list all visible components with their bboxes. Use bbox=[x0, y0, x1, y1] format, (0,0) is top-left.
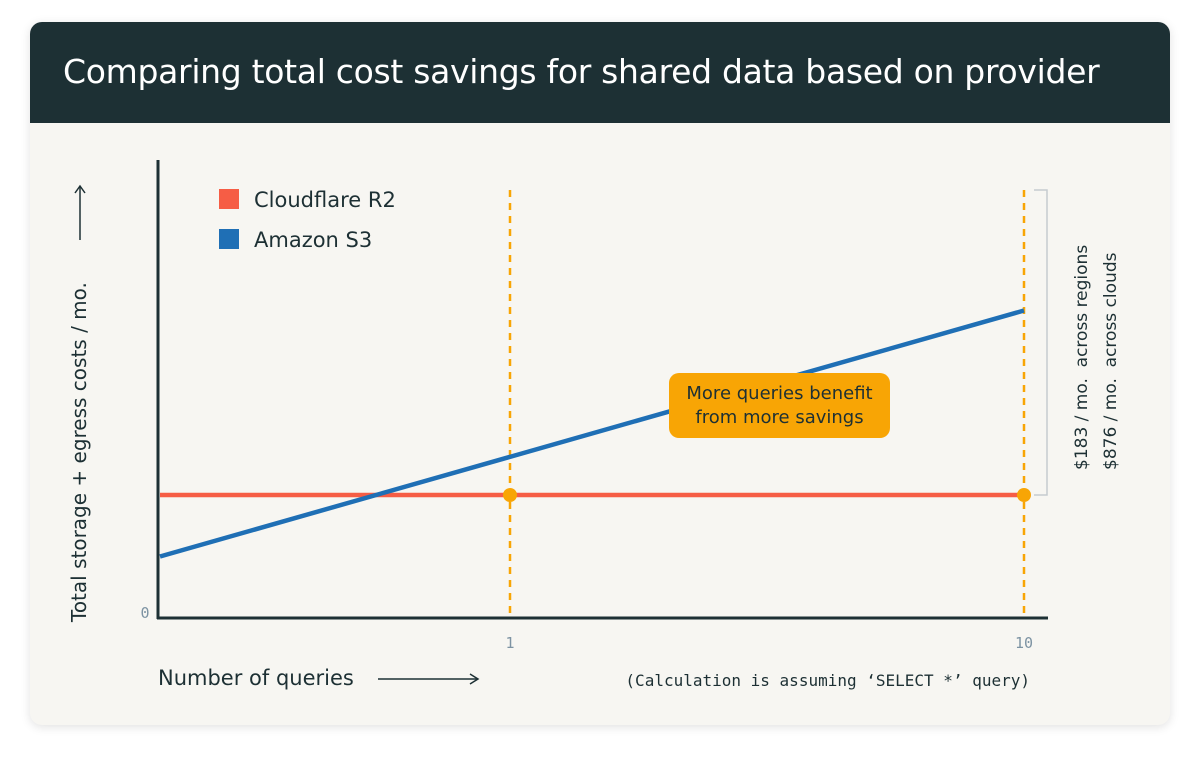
chart-title: Comparing total cost savings for shared … bbox=[63, 52, 1100, 91]
x-tick-10: 10 bbox=[1015, 634, 1033, 652]
legend-label-cloudflare-r2: Cloudflare R2 bbox=[254, 188, 396, 212]
legend-swatch-cloudflare-r2 bbox=[219, 189, 239, 209]
y-axis-label: Total storage + egress costs / mo. bbox=[67, 282, 91, 623]
y-tick-0: 0 bbox=[140, 604, 149, 622]
data-point-r2-x-10 bbox=[1017, 488, 1031, 502]
chart-card: Comparing total cost savings for shared … bbox=[30, 22, 1170, 725]
bracket-label-regions: $183 / mo. across regions bbox=[1072, 245, 1092, 470]
x-tick-1: 1 bbox=[505, 634, 514, 652]
annotation-box: More queries benefit from more savings bbox=[669, 373, 890, 438]
calculation-note: (Calculation is assuming ‘SELECT *’ quer… bbox=[625, 671, 1030, 690]
legend-label-amazon-s3: Amazon S3 bbox=[254, 228, 372, 252]
x-axis-label: Number of queries bbox=[158, 666, 354, 690]
header: Comparing total cost savings for shared … bbox=[30, 22, 1170, 123]
data-point-r2-x-1 bbox=[503, 488, 517, 502]
annotation-line-1: More queries benefit bbox=[686, 382, 873, 404]
bracket-label-clouds: $876 / mo. across clouds bbox=[1101, 252, 1121, 470]
series-line-amazon-s3 bbox=[159, 308, 1025, 559]
legend-swatch-amazon-s3 bbox=[219, 229, 239, 249]
savings-bracket bbox=[1034, 189, 1048, 496]
x-axis-arrow-icon bbox=[378, 673, 480, 685]
y-axis-arrow-icon bbox=[74, 184, 86, 240]
annotation-line-2: from more savings bbox=[695, 406, 864, 428]
